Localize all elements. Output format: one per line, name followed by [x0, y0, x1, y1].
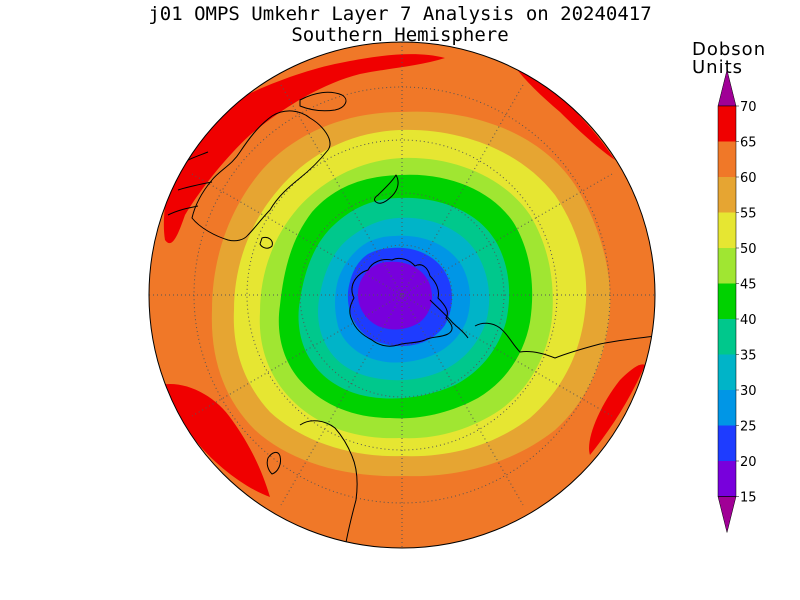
tasmania-coastline: [259, 237, 273, 249]
contour-band-65-70-northeast: [510, 60, 615, 160]
colorbar-bin-50-55: [718, 212, 736, 248]
colorbar-bin-30-35: [718, 354, 736, 390]
contour-band-65-70-east: [589, 364, 645, 455]
colorbar-bin-35-40: [718, 319, 736, 355]
colorbar-over-triangle: [717, 69, 737, 107]
colorbar-bin-60-65: [718, 141, 736, 177]
colorbar-units-label: Dobson: [692, 39, 767, 60]
colorbar-tick-label: 25: [740, 420, 757, 435]
colorbar-tick-label: 55: [740, 207, 757, 222]
colorbar-tick-label: 20: [740, 455, 757, 470]
colorbar-tick-label: 60: [740, 171, 757, 186]
colorbar-bin-65-70: [718, 106, 736, 142]
colorbar-tick-label: 35: [740, 349, 757, 364]
colorbar-tick-label: 70: [740, 100, 757, 115]
africa-coastline: [299, 420, 358, 548]
ozone-field: [149, 42, 655, 548]
contour-band-65-70-west: [160, 384, 270, 497]
antarctica-coastline: [349, 257, 453, 347]
map-title: j01 OMPS Umkehr Layer 7 Analysis on 2024…: [148, 3, 652, 25]
graticule: [149, 42, 655, 548]
contour-band-15-20: [358, 261, 432, 330]
colorbar-bin-25-30: [718, 390, 736, 426]
colorbar: 70 65 60 55 50 45 40 35 30 25 20 15: [717, 69, 757, 533]
coastlines: [167, 91, 655, 548]
new-guinea-coastline: [299, 91, 347, 112]
colorbar-outline: [717, 105, 737, 497]
colorbar-tick-label: 45: [740, 278, 757, 293]
colorbar-under-triangle: [717, 496, 737, 533]
colorbar-bin-20-25: [718, 425, 736, 461]
colorbar-tick-label: 30: [740, 384, 757, 399]
map-subtitle: Southern Hemisphere: [291, 24, 509, 46]
south-america-coastline: [474, 322, 655, 359]
colorbar-bin-45-50: [718, 248, 736, 284]
colorbar-tick-label: 15: [740, 491, 757, 506]
colorbar-tick-label: 50: [740, 242, 757, 257]
colorbar-bin-55-60: [718, 177, 736, 213]
antarctic-peninsula-coastline: [429, 299, 469, 339]
colorbar-tick-label: 40: [740, 313, 757, 328]
colorbar-bin-15-20: [718, 461, 736, 497]
colorbar-units-label-2: Units: [692, 57, 744, 78]
colorbar-bin-40-45: [718, 283, 736, 319]
australia-coastline: [191, 110, 331, 242]
map-boundary: [148, 41, 656, 549]
new-zealand-coastline: [374, 174, 399, 204]
madagascar-coastline: [266, 451, 281, 475]
colorbar-tick-label: 65: [740, 136, 757, 151]
